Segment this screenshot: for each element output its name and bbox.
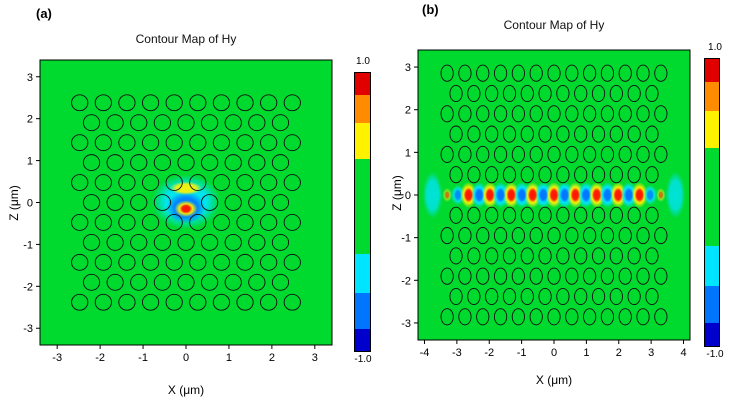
z-axis-label-b: Z (μm) [390, 175, 404, 211]
colorbar-segment [705, 59, 719, 82]
colorbar-segment [705, 323, 719, 346]
x-axis-label-b: X (μm) [535, 373, 573, 387]
svg-text:-4: -4 [420, 347, 430, 359]
svg-text:-3: -3 [52, 352, 62, 364]
svg-text:-1: -1 [401, 233, 411, 245]
svg-text:3: 3 [312, 352, 318, 364]
colorbar-bar-a [354, 72, 371, 352]
svg-text:1: 1 [226, 352, 232, 364]
colorbar-segment [355, 123, 370, 160]
panel-b: (b) Contour Map of Hy -4 -3 -2 -1 0 1 2 3 4 3 2 1 0-… [388, 0, 733, 410]
svg-text:3: 3 [648, 347, 654, 359]
colorbar-segment [355, 253, 370, 293]
contour-plot-b: -4 -3 -2 -1 0 1 2 3 4 3 2 1 0 -1 -2 -3 [401, 49, 691, 359]
colorbar-segment [705, 245, 719, 286]
colorbar-segment [355, 73, 370, 96]
svg-text:-2: -2 [95, 352, 105, 364]
lattice-holes [71, 94, 301, 311]
svg-text:0: 0 [27, 198, 33, 210]
svg-text:-2: -2 [23, 281, 33, 293]
tick-labels: -4 -3 -2 -1 0 1 2 3 4 3 2 1 0 -1 -2 -3 [401, 62, 686, 359]
panel-a: (a) Contour Map of Hy -3 -2 -1 0 1 2 3 3 2 1 0 -1 -2… [7, 6, 380, 397]
svg-text:0: 0 [183, 352, 189, 364]
svg-text:1: 1 [583, 347, 589, 359]
svg-text:-3: -3 [23, 323, 33, 335]
x-axis-label-a: X (μm) [167, 383, 205, 397]
field-layer [422, 171, 686, 219]
panel-b-label: (b) [422, 2, 439, 17]
svg-text:0: 0 [405, 190, 411, 202]
svg-text:1: 1 [27, 156, 33, 168]
svg-text:-1: -1 [138, 352, 148, 364]
svg-text:-3: -3 [401, 318, 411, 330]
colorbar-min-label-b: -1.0 [706, 349, 724, 360]
plot-title-b: Contour Map of Hy [503, 18, 605, 32]
svg-text:-2: -2 [401, 275, 411, 287]
svg-text:2: 2 [405, 105, 411, 117]
svg-text:3: 3 [405, 62, 411, 74]
svg-text:2: 2 [27, 114, 33, 126]
axis-ticks [414, 66, 685, 344]
svg-text:2: 2 [269, 352, 275, 364]
svg-text:-1: -1 [23, 239, 33, 251]
svg-text:-1: -1 [517, 347, 527, 359]
colorbar-b: 1.0 -1.0 [698, 42, 732, 362]
svg-text:2: 2 [616, 347, 622, 359]
axis-ticks [36, 76, 316, 349]
svg-text:-3: -3 [452, 347, 462, 359]
colorbar-segment [355, 328, 370, 351]
z-axis-label-a: Z (μm) [7, 185, 21, 221]
panel-a-label: (a) [36, 6, 52, 21]
svg-text:0: 0 [551, 347, 557, 359]
colorbar-segment [355, 95, 370, 124]
colorbar-segment [705, 147, 719, 246]
svg-text:3: 3 [27, 72, 33, 84]
colorbar-a: 1.0 -1.0 [346, 56, 380, 368]
svg-text:1: 1 [405, 147, 411, 159]
colorbar-segment [355, 159, 370, 254]
svg-text:-2: -2 [484, 347, 494, 359]
colorbar-min-label-a: -1.0 [354, 354, 372, 365]
colorbar-segment [705, 81, 719, 111]
contour-plot-a: -3 -2 -1 0 1 2 3 3 2 1 0 -1 -2 -3 [23, 59, 333, 364]
lattice-holes [440, 64, 668, 326]
colorbar-bar-b [704, 58, 720, 347]
colorbar-segment [355, 292, 370, 329]
plot-title-a: Contour Map of Hy [135, 32, 237, 46]
colorbar-max-label-b: 1.0 [708, 42, 722, 53]
colorbar-segment [705, 285, 719, 324]
svg-text:4: 4 [680, 347, 686, 359]
field-layer [151, 174, 221, 229]
colorbar-segment [705, 110, 719, 148]
colorbar-max-label-a: 1.0 [356, 56, 370, 67]
tick-labels: -3 -2 -1 0 1 2 3 3 2 1 0 -1 -2 -3 [23, 72, 318, 364]
